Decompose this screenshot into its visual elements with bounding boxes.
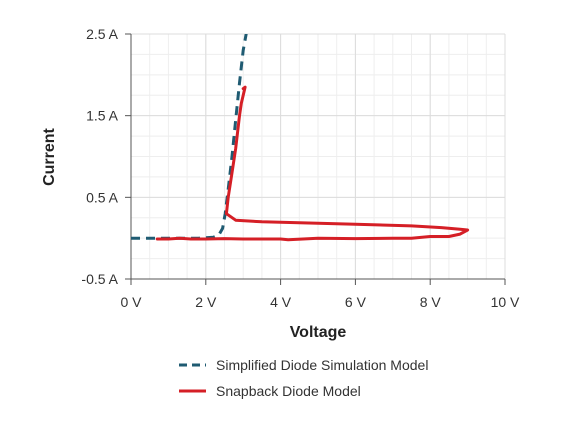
legend: Simplified Diode Simulation Model Snapbac… bbox=[179, 357, 428, 399]
x-tick-label: 6 V bbox=[345, 294, 367, 310]
series-line-1 bbox=[131, 34, 248, 240]
axes bbox=[125, 33, 506, 285]
x-tick-label: 8 V bbox=[420, 294, 442, 310]
grid bbox=[130, 33, 506, 280]
y-tick-label: -0.5 A bbox=[81, 271, 118, 287]
y-tick-label: 1.5 A bbox=[86, 108, 119, 124]
y-axis-title: Current bbox=[41, 127, 58, 185]
series-line-2 bbox=[155, 85, 470, 242]
y-tick-label: 2.5 A bbox=[86, 26, 119, 42]
x-tick-label: 2 V bbox=[195, 294, 217, 310]
x-axis-title: Voltage bbox=[290, 324, 347, 341]
x-tick-label: 10 V bbox=[491, 294, 520, 310]
tick-labels: 0 V 2 V 4 V 6 V 8 V 10 V -0.5 A 0.5 A 1.5 A 2.5 A bbox=[81, 26, 520, 310]
y-tick-label: 0.5 A bbox=[86, 189, 119, 205]
x-tick-label: 4 V bbox=[270, 294, 292, 310]
legend-label-2: Snapback Diode Model bbox=[216, 383, 361, 399]
series-lines bbox=[131, 34, 470, 242]
x-tick-label: 0 V bbox=[120, 294, 142, 310]
legend-label-1: Simplified Diode Simulation Model bbox=[216, 357, 428, 373]
